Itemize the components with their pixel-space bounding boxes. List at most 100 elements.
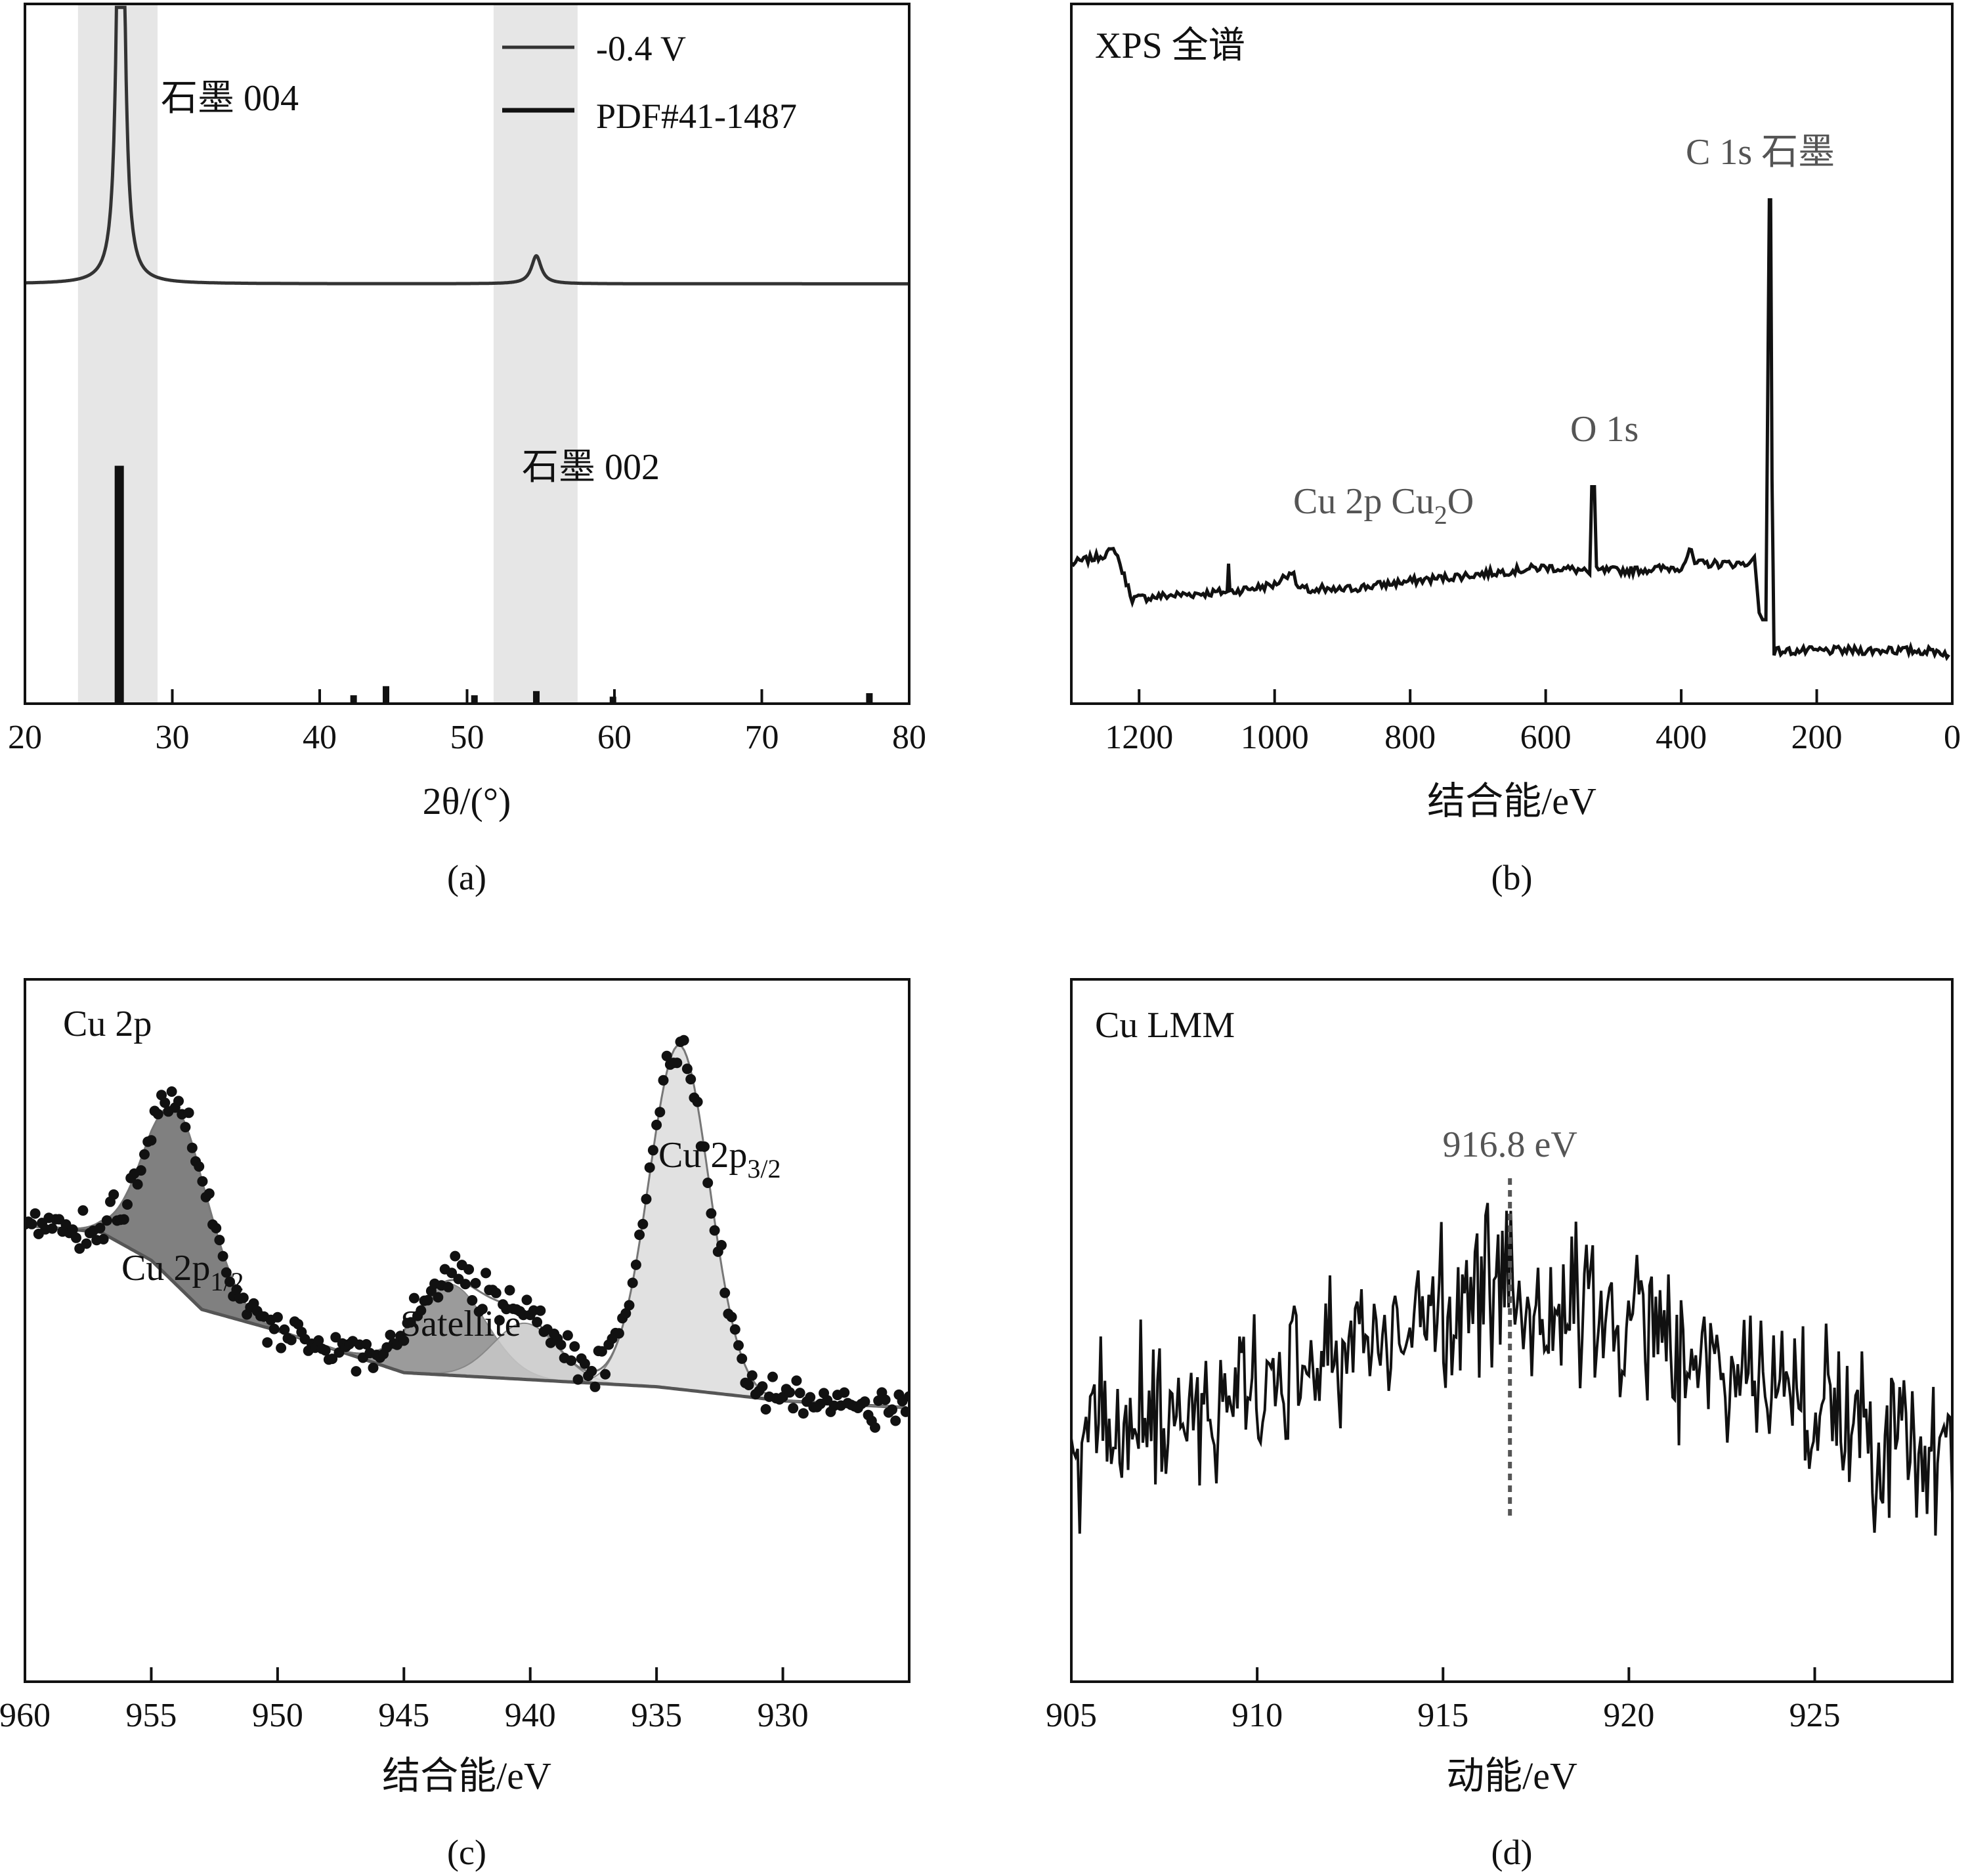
data-point	[211, 1223, 222, 1233]
x-tick-label: 905	[1046, 1697, 1097, 1734]
data-point	[743, 1380, 754, 1390]
data-point	[225, 1276, 235, 1287]
x-axis-label-d: 动能/eV	[1446, 1755, 1577, 1797]
data-point	[481, 1268, 492, 1279]
data-point	[654, 1107, 666, 1118]
data-point	[644, 1162, 655, 1173]
data-point	[600, 1369, 611, 1380]
data-point	[757, 1381, 768, 1392]
reference-stick	[866, 693, 873, 704]
data-point	[760, 1404, 771, 1415]
shaded-region-002	[493, 4, 578, 704]
data-point	[183, 1107, 194, 1119]
annotation-cu2p12-main: Cu 2p	[121, 1248, 210, 1289]
data-point	[839, 1387, 850, 1398]
reference-stick	[350, 695, 357, 704]
data-point	[217, 1250, 228, 1262]
data-point	[173, 1096, 184, 1107]
data-point	[351, 1366, 362, 1377]
x-axis-ticks-a: 20 30 40 50 60 70 80	[8, 689, 926, 756]
data-point	[532, 1317, 543, 1328]
data-point	[535, 1305, 546, 1316]
xrd-curve	[25, 5, 909, 286]
data-point	[385, 1329, 396, 1340]
data-point	[101, 1215, 112, 1226]
data-point	[521, 1294, 532, 1306]
panel-label-a: (a)	[447, 858, 486, 897]
data-point	[139, 1149, 150, 1160]
data-point	[221, 1267, 232, 1278]
data-point	[620, 1308, 632, 1319]
x-tick-label: 80	[892, 719, 926, 756]
data-point	[26, 1218, 37, 1229]
data-point	[416, 1305, 427, 1316]
data-point	[805, 1392, 816, 1403]
data-point	[613, 1328, 624, 1339]
x-tick-label: 60	[597, 719, 632, 756]
data-point	[794, 1388, 805, 1399]
data-point	[767, 1371, 778, 1382]
data-point	[494, 1315, 505, 1326]
chart-title-c: Cu 2p	[63, 1004, 152, 1044]
x-tick-label: 920	[1603, 1697, 1654, 1734]
data-point	[95, 1222, 106, 1233]
data-point	[279, 1324, 290, 1335]
plot-area-c	[25, 1034, 909, 1433]
x-tick-label: 960	[0, 1697, 51, 1734]
data-point	[586, 1365, 597, 1376]
x-tick-label: 400	[1656, 719, 1707, 756]
data-point	[726, 1311, 737, 1323]
x-tick-label: 0	[1944, 719, 1961, 756]
annotation-cu2p-tail: O	[1447, 481, 1474, 522]
data-point	[706, 1208, 717, 1219]
data-point	[186, 1142, 198, 1153]
annotation-satellite: Satellite	[400, 1304, 521, 1344]
data-point	[98, 1233, 109, 1245]
x-tick-label: 950	[252, 1697, 303, 1734]
data-point	[30, 1208, 41, 1219]
annotation-cu2p32-main: Cu 2p	[658, 1135, 747, 1176]
data-point	[709, 1225, 720, 1236]
x-tick-label: 1000	[1241, 719, 1309, 756]
data-point	[67, 1224, 78, 1235]
data-point	[784, 1387, 795, 1398]
data-point	[268, 1323, 280, 1334]
reference-sticks	[114, 465, 873, 704]
x-axis-label-c: 结合能/eV	[382, 1755, 551, 1797]
data-point	[433, 1292, 444, 1303]
data-point	[746, 1370, 758, 1381]
data-point	[122, 1199, 133, 1210]
chart-title-d: Cu LMM	[1095, 1005, 1235, 1046]
x-tick-label: 30	[156, 719, 190, 756]
data-point	[214, 1235, 225, 1246]
x-axis-ticks-c: 960 955 950 945 940 935 930	[0, 1667, 809, 1734]
data-point	[77, 1205, 89, 1216]
xps-survey-curve	[1070, 198, 1950, 662]
data-point	[729, 1324, 740, 1335]
data-point	[47, 1223, 58, 1234]
annotation-cu2p-main: Cu 2p Cu	[1293, 481, 1434, 522]
plot-area-d	[1071, 1178, 1952, 1536]
data-point	[293, 1319, 304, 1330]
data-point	[160, 1098, 171, 1108]
annotation-graphite-004: 石墨 004	[161, 78, 299, 119]
plot-frame-c	[24, 978, 910, 1683]
data-point	[463, 1264, 475, 1275]
x-tick-label: 940	[505, 1697, 556, 1734]
data-point	[685, 1074, 696, 1085]
data-point	[634, 1229, 645, 1241]
annotation-916-8: 916.8 eV	[1443, 1124, 1577, 1165]
x-tick-label: 930	[758, 1697, 809, 1734]
data-point	[504, 1285, 515, 1296]
data-point	[624, 1300, 635, 1311]
data-point	[470, 1277, 481, 1289]
data-point	[681, 1063, 693, 1075]
data-point	[658, 1075, 669, 1086]
data-point	[460, 1279, 471, 1290]
annotation-cu2p32-sub: 3/2	[747, 1154, 781, 1183]
x-tick-label: 800	[1384, 719, 1436, 756]
data-point	[238, 1292, 249, 1304]
data-point	[132, 1179, 143, 1190]
annotation-cu2p: Cu 2p Cu2O	[1293, 481, 1474, 530]
